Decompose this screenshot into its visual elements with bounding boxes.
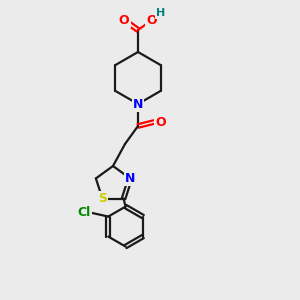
Text: O: O [156, 116, 166, 128]
Text: N: N [125, 172, 135, 185]
Text: N: N [133, 98, 143, 110]
Text: O: O [119, 14, 129, 26]
Text: S: S [98, 192, 107, 205]
Text: O: O [147, 14, 157, 26]
Text: H: H [156, 8, 166, 18]
Text: Cl: Cl [78, 206, 91, 219]
